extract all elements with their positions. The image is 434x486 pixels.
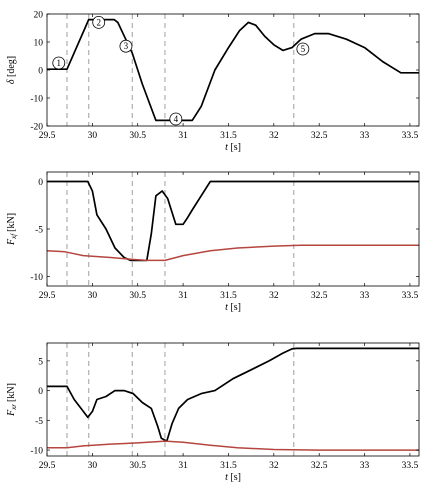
x-tick-label: 32: [269, 291, 279, 301]
x-tick-label: 30: [88, 291, 98, 301]
x-tick-label: 33.5: [402, 291, 419, 301]
x-tick-label: 30.5: [129, 291, 146, 301]
x-tick-label: 31: [178, 461, 188, 471]
y-tick-label: -10: [30, 95, 43, 105]
annotation-circle: [52, 56, 66, 70]
x-tick-label: 32.5: [311, 461, 328, 471]
annotation-label: 2: [96, 17, 101, 27]
annotation-label: 5: [301, 44, 306, 54]
x-tick-label: 33: [360, 461, 370, 471]
red-series-line: [46, 244, 419, 262]
x-tick-label: 31.5: [220, 461, 237, 471]
annotation-label: 4: [174, 114, 179, 124]
plot-frame: [46, 171, 420, 287]
event-markers: [66, 172, 295, 286]
x-tick-label: 30.5: [129, 461, 146, 471]
annotation-circle: [119, 39, 133, 53]
y-tick-label: 0: [38, 387, 43, 397]
y-axis-label: Fxr[kN]: [6, 383, 18, 417]
series-layer: [47, 18, 419, 122]
black-series-line: [47, 347, 419, 442]
y-tick-label: 0: [38, 178, 43, 188]
y-tick-label: -20: [30, 123, 43, 133]
x-tick-label: 33.5: [402, 461, 419, 471]
x-tick-label: 30: [88, 131, 98, 141]
panel-rear-force: 29.5 30 30.5 31 31.5 32 32.5 33 33.5 -10 -5 0 5 t [s…: [6, 342, 420, 483]
panel-steering-angle: 29.5 30 30.5 31 31.5 32 32.5 33 33.5-20-1001020 …: [6, 11, 420, 153]
y-tick-label: 20: [34, 11, 44, 21]
x-axis-label: t [s]: [225, 472, 241, 483]
x-tick-label: 33: [360, 131, 370, 141]
y-axis-label: δ [deg]: [6, 56, 17, 84]
x-tick-label: 31.5: [220, 131, 237, 141]
x-tick-label: 31: [178, 291, 188, 301]
annotations: 1 2 3 4 5: [52, 15, 310, 126]
y-axis-label: Fxf[kN]: [6, 213, 18, 246]
y-tick-label: 10: [34, 39, 44, 49]
x-tick-label: 32: [269, 131, 279, 141]
x-tick-label: 30.5: [129, 131, 146, 141]
x-tick-label: 31: [178, 131, 188, 141]
y-tick-label: -5: [35, 226, 43, 236]
x-axis-label: t [s]: [225, 142, 241, 153]
y-tick-label: -5: [35, 417, 43, 427]
black-series-line: [47, 180, 419, 262]
y-tick-label: 5: [38, 357, 43, 367]
annotation-label: 1: [57, 58, 62, 68]
annotation-circle: [92, 15, 106, 29]
x-axis-label: t [s]: [225, 302, 241, 313]
y-tick-label: -10: [30, 273, 43, 283]
annotation-circle: [296, 42, 310, 56]
ticks: 29.5 30 30.5 31 31.5 32 32.5 33 33.5 -10 -5 0 5: [30, 343, 419, 471]
x-tick-label: 29.5: [39, 461, 56, 471]
panel-front-force: 29.5 30 30.5 31 31.5 32 32.5 33 33.5 -10 -5 0 t [s]…: [6, 171, 420, 313]
red-series-line: [47, 440, 419, 451]
series-layer: [46, 180, 419, 262]
y-tick-label: -10: [30, 447, 43, 457]
event-markers: [66, 343, 295, 456]
series-layer: [47, 347, 419, 451]
x-tick-label: 32.5: [311, 131, 328, 141]
x-tick-label: 29.5: [39, 291, 56, 301]
x-tick-label: 30: [88, 461, 98, 471]
x-tick-label: 33.5: [402, 131, 419, 141]
annotation-circle: [169, 112, 183, 126]
x-tick-label: 29.5: [39, 131, 56, 141]
x-tick-label: 33: [360, 291, 370, 301]
plot-frame: [46, 342, 420, 457]
event-markers: [66, 14, 295, 126]
x-tick-label: 31.5: [220, 291, 237, 301]
plot-frame: [46, 13, 420, 127]
ticks: 29.5 30 30.5 31 31.5 32 32.5 33 33.5 -10 -5 0: [30, 172, 419, 301]
black-series-line: [47, 18, 419, 122]
x-tick-label: 32.5: [311, 291, 328, 301]
y-tick-label: 0: [38, 67, 43, 77]
x-tick-label: 32: [269, 461, 279, 471]
annotation-label: 3: [124, 41, 129, 51]
